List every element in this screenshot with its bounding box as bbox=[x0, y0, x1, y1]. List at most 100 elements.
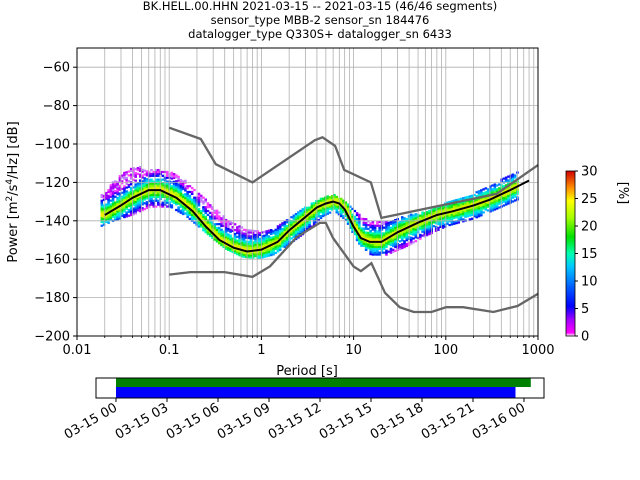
psd-cell bbox=[107, 213, 110, 217]
psd-cell bbox=[208, 225, 212, 228]
psd-cell bbox=[328, 205, 332, 208]
psd-cell bbox=[292, 224, 296, 227]
psd-cell bbox=[150, 199, 153, 202]
psd-cell bbox=[138, 190, 142, 194]
psd-cell bbox=[294, 230, 298, 233]
psd-cell bbox=[378, 232, 381, 235]
psd-cell bbox=[342, 209, 345, 212]
psd-cell bbox=[157, 168, 160, 172]
psd-cell bbox=[394, 236, 397, 239]
psd-cell bbox=[290, 216, 293, 219]
psd-cell bbox=[321, 197, 325, 200]
psd-cell bbox=[403, 222, 406, 226]
psd-cell bbox=[218, 219, 221, 222]
psd-cell bbox=[391, 229, 395, 232]
psd-cell bbox=[310, 204, 314, 207]
psd-cell bbox=[380, 241, 384, 245]
psd-cell bbox=[256, 234, 259, 237]
psd-cell bbox=[290, 231, 293, 234]
psd-cell bbox=[132, 192, 135, 195]
psd-cell bbox=[247, 256, 250, 259]
psd-cell bbox=[385, 241, 388, 245]
psd-cell bbox=[184, 206, 187, 209]
psd-cell bbox=[450, 221, 454, 224]
psd-cell bbox=[412, 241, 415, 244]
psd-cell bbox=[364, 235, 368, 238]
psd-cell bbox=[378, 226, 381, 229]
mode-curve bbox=[104, 179, 530, 253]
psd-cell bbox=[269, 248, 273, 251]
psd-cell bbox=[353, 221, 357, 224]
psd-cell bbox=[459, 201, 463, 204]
psd-cell bbox=[425, 212, 429, 216]
psd-cell bbox=[213, 236, 217, 239]
psd-cell bbox=[317, 213, 320, 216]
psd-cell bbox=[358, 213, 361, 216]
psd-cell bbox=[161, 186, 165, 189]
psd-cell bbox=[403, 230, 406, 233]
psd-cell bbox=[125, 173, 128, 176]
psd-cell bbox=[179, 188, 183, 191]
psd-cell bbox=[351, 230, 354, 234]
psd-cell bbox=[127, 174, 131, 177]
psd-cell bbox=[355, 221, 359, 224]
psd-cell bbox=[482, 207, 485, 210]
psd-cell bbox=[468, 212, 472, 215]
psd-cell bbox=[495, 197, 499, 201]
psd-cell bbox=[138, 183, 142, 186]
psd-cell bbox=[150, 186, 153, 189]
psd-cell bbox=[114, 186, 117, 189]
psd-cell bbox=[281, 231, 284, 235]
psd-cell bbox=[123, 185, 126, 188]
psd-cell bbox=[147, 190, 151, 193]
psd-cell bbox=[283, 232, 287, 235]
psd-cell bbox=[136, 199, 140, 202]
psd-cell bbox=[177, 208, 180, 211]
psd-cell bbox=[240, 241, 244, 244]
psd-cell bbox=[480, 214, 483, 217]
psd-cell bbox=[204, 221, 208, 224]
psd-cell bbox=[389, 232, 393, 235]
psd-cell bbox=[100, 213, 104, 216]
psd-cell bbox=[274, 247, 278, 251]
psd-cell bbox=[373, 238, 377, 241]
psd-cell bbox=[269, 236, 273, 239]
psd-cell bbox=[152, 186, 156, 189]
psd-cell bbox=[125, 213, 128, 216]
psd-cell bbox=[461, 197, 465, 200]
colorbar-gradient bbox=[565, 170, 576, 337]
psd-cell bbox=[410, 223, 413, 226]
psd-cell bbox=[213, 227, 217, 230]
psd-cell bbox=[238, 233, 241, 236]
psd-cell bbox=[161, 195, 165, 199]
psd-cell bbox=[484, 204, 488, 207]
psd-cell bbox=[301, 229, 305, 232]
colorbar-tick-label: 5 bbox=[581, 302, 589, 317]
psd-cell bbox=[351, 217, 354, 220]
psd-cell bbox=[218, 217, 221, 220]
psd-cell bbox=[269, 228, 273, 232]
psd-cell bbox=[446, 209, 449, 212]
psd-cell bbox=[134, 187, 137, 190]
psd-cell bbox=[439, 225, 442, 228]
psd-cell bbox=[202, 209, 205, 213]
psd-cell bbox=[373, 230, 377, 233]
psd-cell bbox=[421, 230, 424, 233]
psd-cell bbox=[107, 210, 110, 213]
psd-cell bbox=[439, 208, 442, 211]
psd-cell bbox=[204, 200, 208, 203]
colorbar-tick-label: 20 bbox=[581, 220, 598, 235]
psd-cell bbox=[423, 233, 427, 236]
psd-cell bbox=[109, 199, 113, 202]
psd-cell bbox=[466, 211, 470, 214]
psd-cell bbox=[425, 210, 429, 214]
psd-cell bbox=[229, 238, 232, 241]
psd-cell bbox=[242, 242, 246, 245]
psd-cell bbox=[371, 251, 375, 254]
psd-cell bbox=[355, 225, 359, 228]
psd-cell bbox=[145, 206, 149, 210]
psd-cell bbox=[152, 203, 156, 206]
psd-cell bbox=[351, 213, 354, 216]
psd-cell bbox=[315, 209, 318, 212]
psd-cell bbox=[321, 209, 325, 212]
